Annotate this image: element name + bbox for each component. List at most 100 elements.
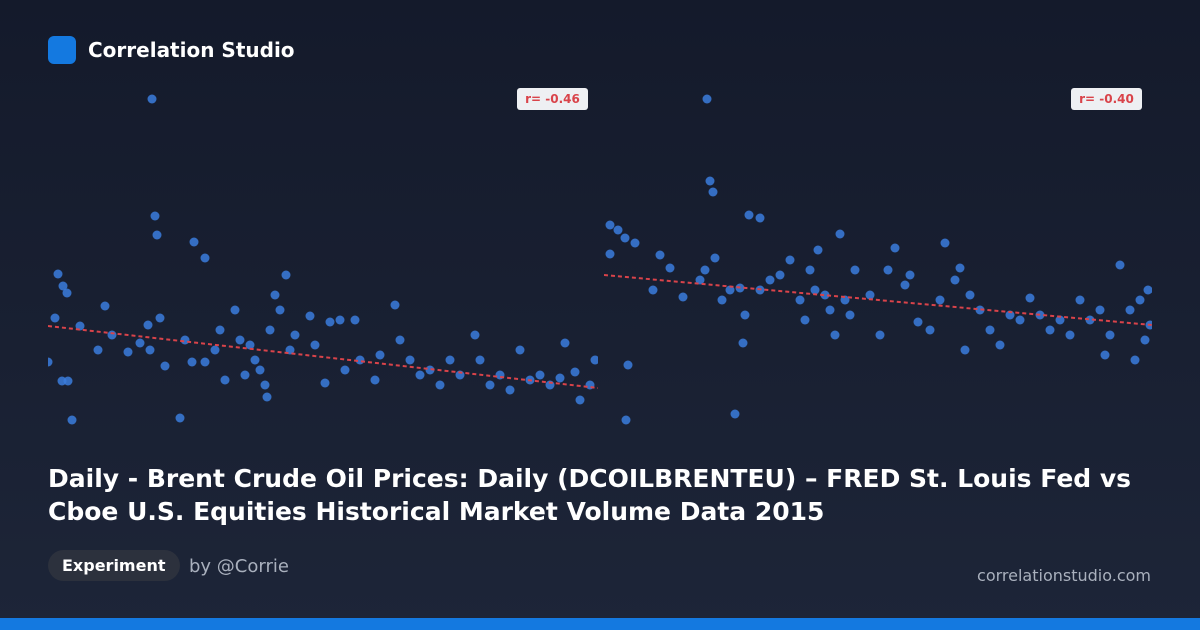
point — [220, 375, 230, 385]
point — [1025, 293, 1035, 303]
point — [835, 229, 845, 239]
point — [150, 211, 160, 221]
point — [63, 376, 73, 386]
annotation: r= -0.40 — [1079, 92, 1134, 106]
point — [738, 338, 748, 348]
point — [621, 415, 631, 425]
bottom-bar — [0, 618, 1200, 630]
point — [1015, 315, 1025, 325]
point — [900, 280, 910, 290]
trend-line — [48, 325, 598, 389]
point — [975, 305, 985, 315]
tag: Experiment — [48, 550, 180, 581]
point — [395, 335, 405, 345]
point — [913, 317, 923, 327]
point — [590, 355, 598, 365]
title: Daily - Brent Crude Oil Prices: Daily (D… — [48, 464, 1132, 526]
point — [143, 320, 153, 330]
point — [485, 380, 495, 390]
point — [210, 345, 220, 355]
point — [48, 357, 53, 367]
logo — [48, 36, 76, 64]
point — [100, 301, 110, 311]
point — [883, 265, 893, 275]
point — [850, 265, 860, 275]
point — [940, 238, 950, 248]
point — [845, 310, 855, 320]
point — [405, 355, 415, 365]
point — [1125, 305, 1135, 315]
point — [62, 288, 72, 298]
point — [1075, 295, 1085, 305]
point — [53, 269, 63, 279]
point — [555, 373, 565, 383]
point — [1100, 350, 1110, 360]
point — [375, 350, 385, 360]
point — [678, 292, 688, 302]
point — [730, 409, 740, 419]
point — [255, 365, 265, 375]
point — [620, 233, 630, 243]
point — [235, 335, 245, 345]
point — [470, 330, 480, 340]
point — [275, 305, 285, 315]
point — [93, 345, 103, 355]
point — [560, 338, 570, 348]
point — [370, 375, 380, 385]
point — [865, 290, 875, 300]
point — [50, 313, 60, 323]
point — [230, 305, 240, 315]
point — [435, 380, 445, 390]
point — [702, 94, 712, 104]
point — [905, 270, 915, 280]
point — [795, 295, 805, 305]
point — [152, 230, 162, 240]
point — [785, 255, 795, 265]
brand: Correlation Studio — [88, 38, 295, 62]
author: by @Corrie — [189, 556, 289, 577]
point — [623, 360, 633, 370]
point — [200, 253, 210, 263]
point — [505, 385, 515, 395]
point — [648, 285, 658, 295]
point — [1140, 335, 1150, 345]
point — [145, 345, 155, 355]
plot — [48, 94, 598, 425]
point — [189, 237, 199, 247]
point — [1143, 285, 1152, 295]
point — [67, 415, 77, 425]
point — [695, 275, 705, 285]
point — [310, 340, 320, 350]
point — [950, 275, 960, 285]
point — [805, 265, 815, 275]
point — [765, 275, 775, 285]
point — [123, 347, 133, 357]
point — [875, 330, 885, 340]
point — [350, 315, 360, 325]
point — [825, 305, 835, 315]
point — [75, 321, 85, 331]
point — [605, 220, 615, 230]
point — [265, 325, 275, 335]
annotation-box — [1071, 88, 1142, 110]
point — [995, 340, 1005, 350]
point — [515, 345, 525, 355]
point — [325, 317, 335, 327]
point — [665, 263, 675, 273]
point — [575, 395, 585, 405]
point — [200, 357, 210, 367]
point — [890, 243, 900, 253]
point — [630, 238, 640, 248]
point — [740, 310, 750, 320]
point — [320, 378, 330, 388]
point — [744, 210, 754, 220]
point — [425, 365, 435, 375]
point — [1085, 315, 1095, 325]
point — [710, 253, 720, 263]
point — [335, 315, 345, 325]
point — [1065, 330, 1075, 340]
point — [1095, 305, 1105, 315]
point — [960, 345, 970, 355]
point — [775, 270, 785, 280]
point — [570, 367, 580, 377]
